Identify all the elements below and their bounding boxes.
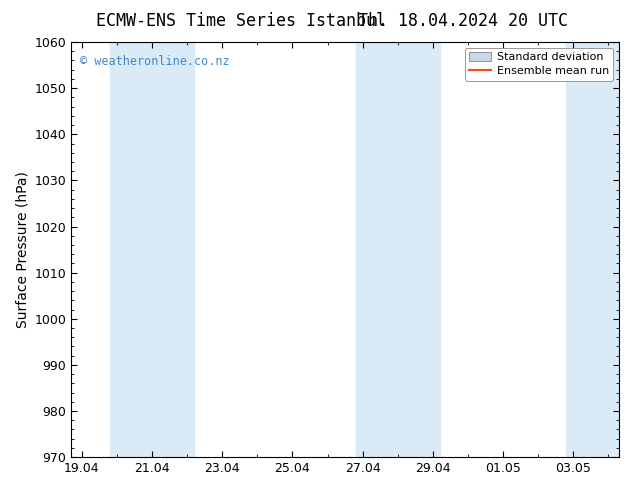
Text: ECMW-ENS Time Series Istanbul: ECMW-ENS Time Series Istanbul <box>96 12 386 30</box>
Legend: Standard deviation, Ensemble mean run: Standard deviation, Ensemble mean run <box>465 48 614 81</box>
Bar <box>356 42 440 457</box>
Y-axis label: Surface Pressure (hPa): Surface Pressure (hPa) <box>15 171 29 328</box>
Text: Th. 18.04.2024 20 UTC: Th. 18.04.2024 20 UTC <box>358 12 568 30</box>
Bar <box>566 42 619 457</box>
Text: © weatheronline.co.nz: © weatheronline.co.nz <box>79 54 229 68</box>
Bar <box>110 42 194 457</box>
